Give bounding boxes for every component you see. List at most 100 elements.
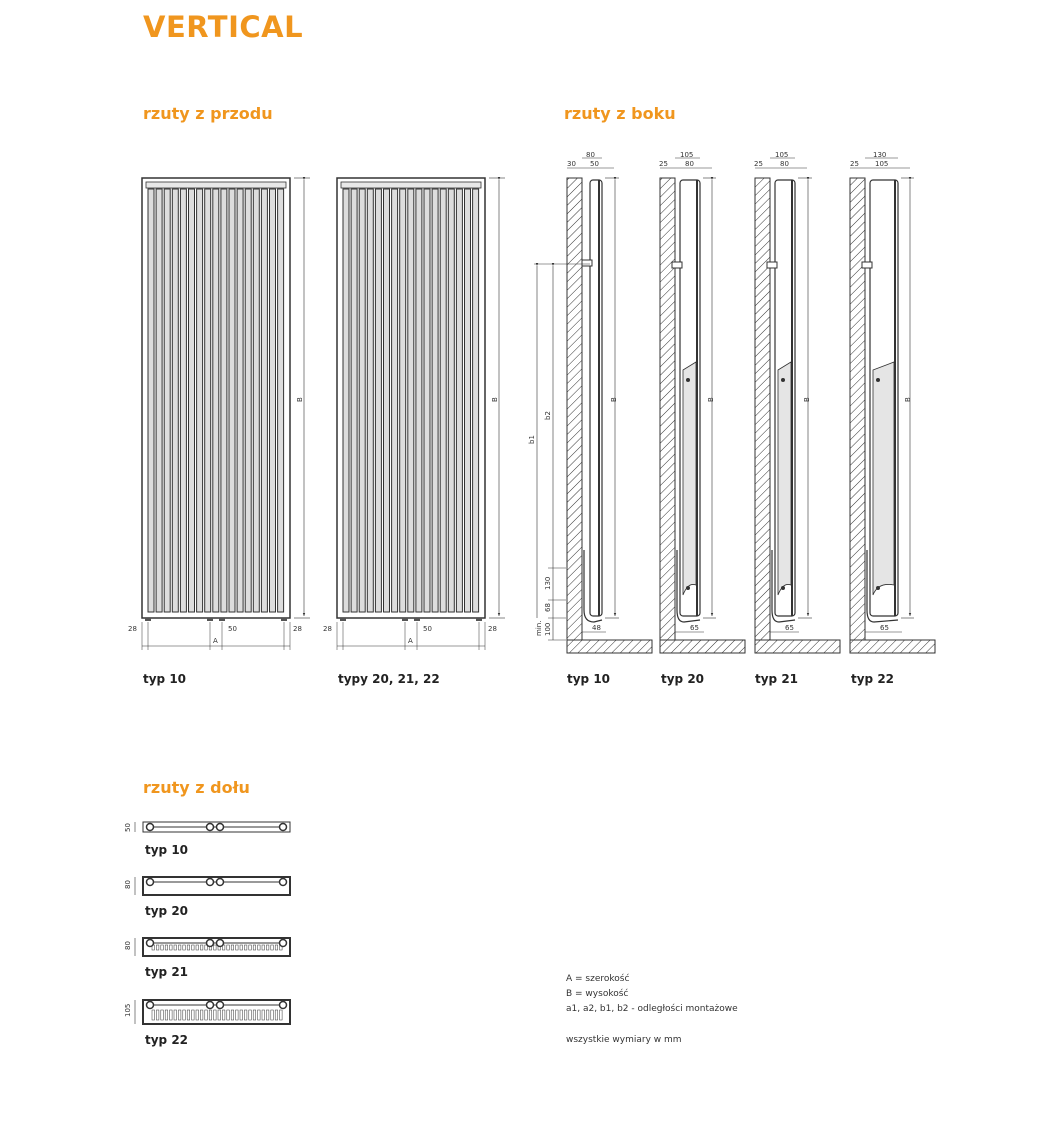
fin	[383, 188, 390, 613]
fin	[244, 1009, 248, 1021]
side-dims-text: 80 30 50 48 B 105 25 80 65 B 105 25 80 6…	[528, 151, 912, 636]
dim-b1: b1	[528, 435, 536, 444]
bolt	[781, 586, 785, 590]
side-label-typ20: typ 20	[661, 672, 705, 686]
fin	[186, 944, 190, 951]
side-cover	[872, 361, 895, 596]
fin	[252, 944, 256, 951]
bottom-label-typ10: typ 10	[145, 843, 189, 857]
fin	[257, 1009, 261, 1021]
dim-height: B	[904, 397, 912, 402]
floor	[566, 639, 653, 654]
fin	[248, 944, 252, 951]
connection	[205, 877, 215, 887]
fin	[350, 188, 358, 613]
bolt	[876, 378, 880, 382]
dim-68: 68	[544, 603, 552, 612]
fin	[156, 1009, 160, 1021]
legend: A = szerokość B = wysokość a1, a2, b1, b…	[566, 972, 738, 1048]
fin	[222, 1009, 226, 1021]
connection	[215, 938, 225, 948]
side-view-2	[659, 157, 746, 654]
dim-depth: 80	[124, 880, 132, 889]
section-side-title: rzuty z boku	[564, 104, 676, 123]
legend-mount: a1, a2, b1, b2 - odległości montażowe	[566, 1004, 738, 1014]
connection	[145, 938, 155, 948]
wall	[754, 177, 771, 641]
dim-right: 28	[293, 625, 302, 633]
front-view-2-dims: 28 50 28 A B	[323, 397, 499, 645]
dim-right: 28	[488, 625, 497, 633]
dim-top-inner: 50	[590, 160, 599, 168]
dim-b2: b2	[544, 411, 552, 420]
side-label-typ22: typ 22	[851, 672, 895, 686]
fin	[252, 188, 260, 613]
front-view-1-dims: 28 50 28 A B	[128, 397, 304, 645]
bolt	[686, 586, 690, 590]
connection	[215, 822, 225, 832]
fin	[156, 944, 160, 951]
legend-a: A = szerokość	[566, 974, 630, 984]
fin	[220, 188, 228, 613]
fin	[191, 1009, 195, 1021]
radiator-body	[589, 179, 603, 617]
fin	[248, 1009, 252, 1021]
side-cover	[682, 361, 697, 596]
bracket	[145, 618, 151, 621]
fin	[257, 944, 261, 951]
bracket	[340, 618, 346, 621]
fin	[155, 188, 163, 613]
fin	[182, 1009, 186, 1021]
fin	[274, 944, 278, 951]
wall	[849, 177, 866, 641]
fin	[439, 188, 447, 613]
fin	[213, 1009, 217, 1021]
connection	[278, 1000, 288, 1010]
connection	[145, 877, 155, 887]
dim-center: 50	[423, 625, 432, 633]
bottom-bracket	[771, 550, 796, 623]
fin	[252, 1009, 256, 1021]
connection	[278, 877, 288, 887]
fin	[195, 1009, 199, 1021]
legend-units: wszystkie wymiary w mm	[566, 1035, 682, 1045]
fin	[239, 1009, 243, 1021]
wall-bracket	[671, 261, 683, 269]
connection	[205, 1000, 215, 1010]
front-view-2	[336, 177, 505, 650]
fin	[213, 944, 217, 951]
fin	[151, 1009, 155, 1021]
fin	[261, 944, 265, 951]
fin	[244, 188, 252, 613]
fin	[178, 944, 182, 951]
connection	[205, 938, 215, 948]
fin	[191, 944, 195, 951]
fin	[171, 188, 179, 613]
dim-height: B	[803, 397, 811, 402]
bottom-view-1	[134, 821, 291, 833]
fin	[277, 188, 285, 613]
bolt	[686, 378, 690, 382]
fin	[374, 188, 382, 613]
dim-130: 130	[544, 577, 552, 590]
fin	[182, 944, 186, 951]
fin	[239, 944, 243, 951]
connection	[278, 822, 288, 832]
fin	[186, 1009, 190, 1021]
dim-bottom: 65	[690, 624, 699, 632]
fin	[173, 1009, 177, 1021]
fin	[160, 944, 164, 951]
connection	[215, 877, 225, 887]
bottom-views	[134, 821, 291, 1025]
wall-bracket	[766, 261, 778, 269]
dim-top-wall: 30	[567, 160, 576, 168]
fin	[472, 188, 480, 613]
fin	[235, 944, 239, 951]
bottom-dims-text: 50 80 80 105	[124, 823, 132, 1017]
fin	[270, 944, 274, 951]
dim-depth: 105	[124, 1004, 132, 1017]
fin	[230, 1009, 234, 1021]
bottom-label-typ22: typ 22	[145, 1033, 189, 1047]
connection	[145, 1000, 155, 1010]
